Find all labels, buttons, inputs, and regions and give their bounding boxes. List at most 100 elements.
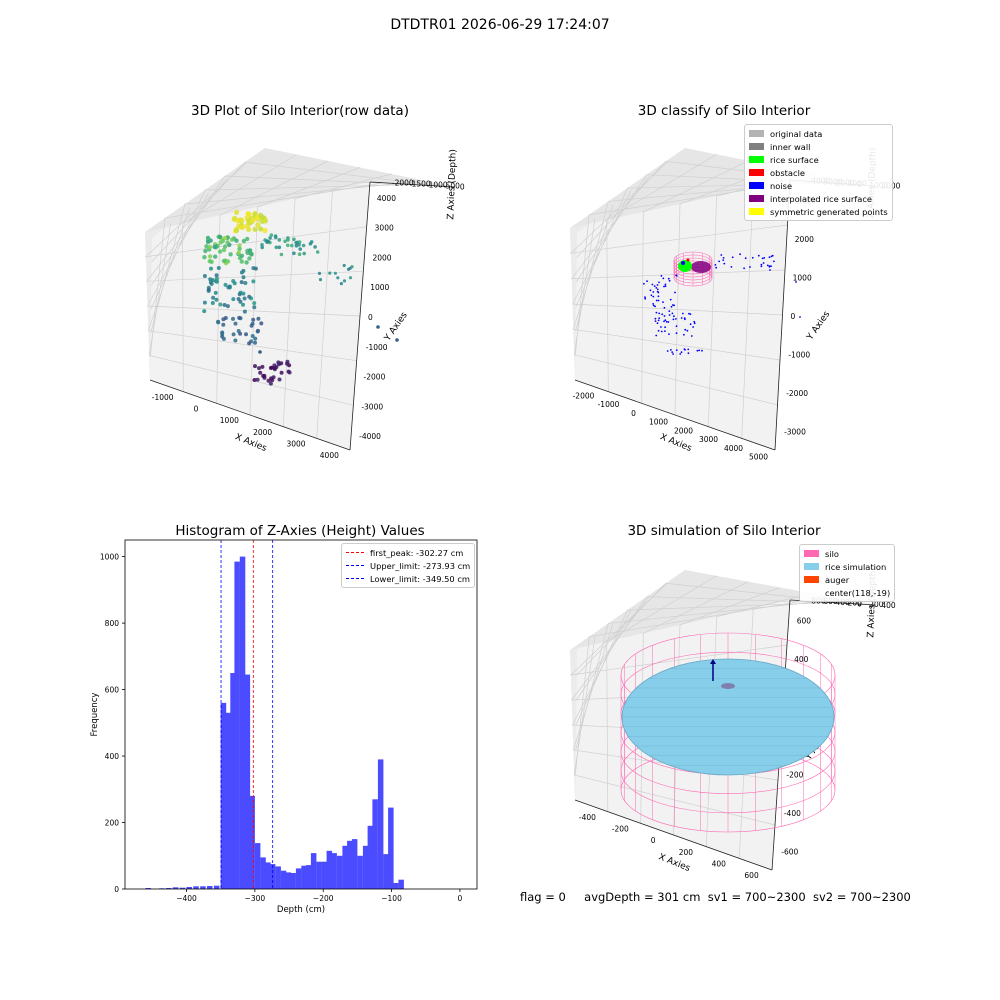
noise-point — [760, 265, 763, 268]
data-point — [213, 290, 218, 295]
data-point — [209, 266, 213, 271]
legend-entry: silo — [804, 547, 890, 560]
p1-x-axis-line — [149, 379, 351, 451]
noise-point — [668, 314, 671, 316]
noise-point — [739, 253, 741, 256]
noise-point — [680, 317, 683, 319]
data-point — [241, 275, 246, 280]
noise-point — [696, 349, 699, 352]
legend-entry: rice simulation — [804, 560, 890, 573]
noise-point — [760, 263, 763, 266]
noise-point — [657, 299, 660, 302]
data-point — [266, 239, 271, 244]
data-point — [301, 243, 306, 248]
histogram-frame — [124, 539, 478, 890]
histogram-bar — [186, 887, 192, 889]
p2-y-tick-label: 2000 — [795, 235, 814, 244]
data-point — [233, 321, 238, 326]
data-point — [251, 317, 256, 322]
legend-entry: auger — [804, 573, 890, 586]
data-point — [317, 271, 322, 275]
data-point — [205, 239, 211, 245]
data-point — [225, 304, 230, 309]
x-tick-label: −400 — [176, 894, 197, 903]
noise-point — [663, 320, 665, 323]
legend-label: original data — [770, 128, 823, 139]
p1-y-tick-label: 3000 — [375, 224, 394, 233]
histogram-bar — [351, 839, 358, 889]
data-point — [216, 320, 221, 325]
noise-point — [664, 330, 666, 332]
p2-y-tick-label: 0 — [791, 312, 796, 321]
y-tick-label: 800 — [105, 619, 120, 628]
p1-x-tick-label: 1000 — [220, 416, 239, 425]
data-point — [260, 364, 265, 369]
data-point — [237, 292, 242, 297]
legend-entry: inner wall — [749, 140, 888, 153]
data-point — [247, 256, 252, 261]
p4-z-tick-label: 400 — [881, 601, 896, 610]
noise-point — [663, 315, 666, 317]
noise-point — [649, 289, 652, 292]
legend-entry: first_peak: -302.27 cm — [346, 546, 470, 559]
noise-point — [799, 316, 801, 318]
noise-point — [655, 299, 658, 302]
noise-point — [666, 350, 669, 352]
histogram-bar — [295, 868, 302, 889]
data-point — [222, 235, 228, 241]
noise-point — [655, 287, 658, 289]
p2-floor-pane — [570, 180, 790, 450]
sv2-text: sv2 = 700~2300 — [812, 890, 911, 904]
data-point — [279, 370, 284, 375]
histogram-bar — [367, 825, 374, 889]
p4-x-tick-label: -200 — [612, 825, 629, 834]
data-point — [251, 279, 256, 284]
noise-point — [744, 257, 747, 260]
y-tick-label: 1000 — [100, 553, 119, 562]
noise-point — [795, 281, 797, 283]
p1-grid-z — [151, 161, 441, 262]
data-point — [207, 254, 213, 259]
y-tick-label: 0 — [114, 885, 119, 894]
data-point — [277, 245, 282, 250]
noise-point — [654, 320, 657, 322]
p1-y-tick-label: -3000 — [361, 402, 383, 411]
noise-point — [658, 281, 660, 284]
noise-point — [763, 257, 766, 259]
noise-point — [668, 279, 671, 282]
histogram-bar — [225, 712, 231, 889]
noise-point — [675, 318, 677, 320]
y-tick-label: 400 — [105, 752, 120, 761]
p4-grid-x — [738, 598, 844, 859]
data-point — [249, 323, 254, 328]
noise-point — [657, 329, 660, 332]
noise-point — [644, 296, 646, 298]
p2-y-tick-label: -2000 — [786, 389, 808, 398]
histogram-bar — [392, 883, 399, 889]
p4-back-pane — [570, 570, 875, 650]
noise-point — [714, 264, 717, 266]
p4-y-tick-label: -600 — [781, 848, 798, 857]
histogram-bar — [207, 886, 213, 889]
legend-label: center(118,-19) — [825, 587, 891, 598]
data-point — [236, 329, 241, 333]
histogram-bar — [290, 873, 296, 889]
noise-point — [675, 325, 678, 328]
legend-entry: rice surface — [749, 153, 888, 166]
noise-point — [768, 256, 771, 259]
panel4-legend: silo rice simulation auger center(118,-19) — [799, 544, 896, 602]
legend-label: Upper_limit: -273.93 cm — [370, 560, 471, 571]
noise-point — [773, 260, 775, 263]
panel3-legend: first_peak: -302.27 cm Upper_limit: -273.… — [341, 543, 476, 588]
noise-point — [675, 332, 678, 335]
avg-depth-text: avgDepth = 301 cm — [584, 890, 701, 904]
y-tick-label: 200 — [105, 819, 120, 828]
noise-point — [683, 317, 686, 320]
histogram-bar — [306, 865, 312, 889]
data-point — [214, 276, 219, 281]
x-tick-label: −300 — [245, 894, 266, 903]
p2-y-tick-label: 1000 — [793, 273, 812, 282]
noise-point — [660, 330, 663, 333]
p2-x-tick-label: -1000 — [598, 400, 620, 409]
noise-point — [687, 352, 690, 355]
